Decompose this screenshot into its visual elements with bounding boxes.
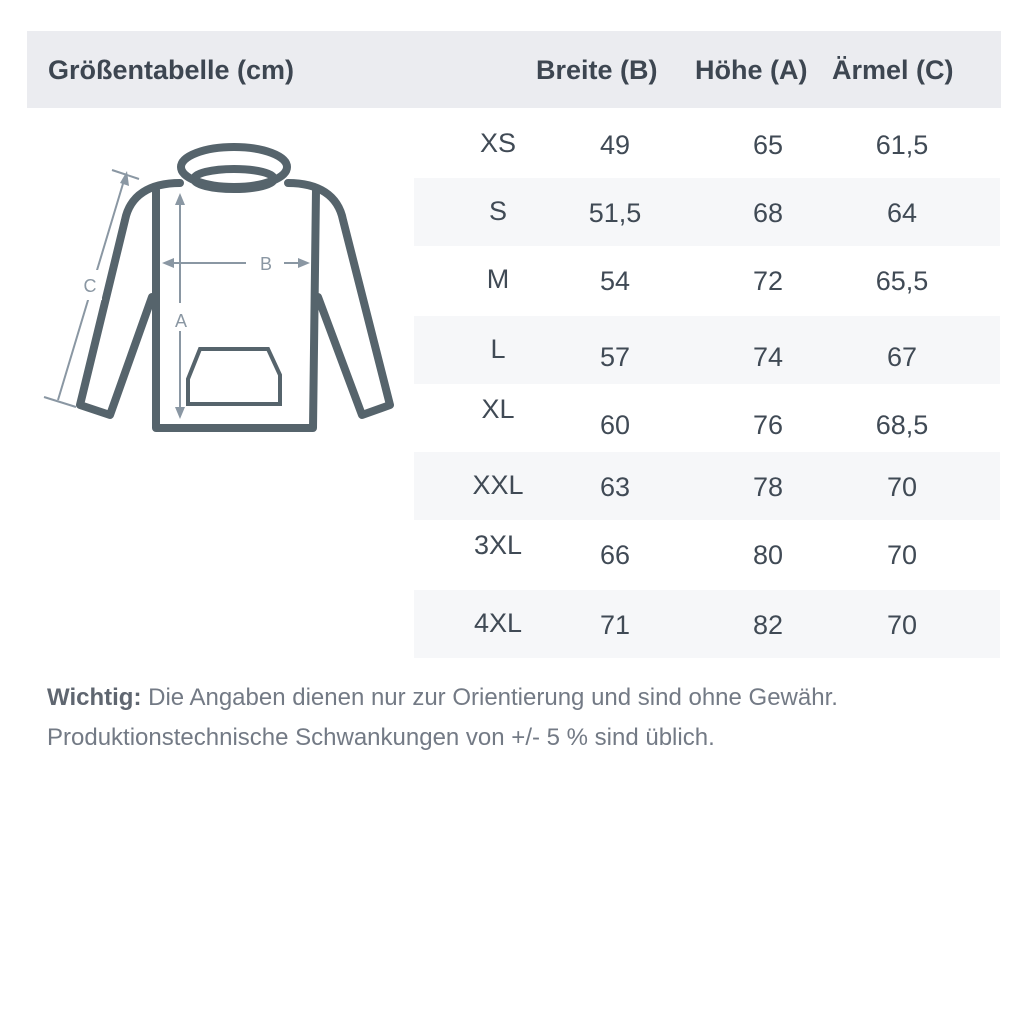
cell-hoehe: 76 [752, 410, 784, 440]
cell-aermel: 68,5 [875, 410, 929, 440]
hoodie-icon: A B C [43, 143, 394, 432]
label-c: C [84, 276, 97, 296]
cell-breite: 71 [599, 610, 631, 640]
table-row: XS 49 65 61,5 [414, 110, 1000, 178]
cell-size: M [486, 264, 510, 294]
cell-hoehe: 68 [752, 198, 784, 228]
cell-aermel: 67 [886, 342, 918, 372]
cell-breite: 51,5 [588, 198, 642, 228]
cell-size: 3XL [473, 530, 523, 560]
table-row: 3XL 66 80 70 [414, 520, 1000, 588]
cell-breite: 54 [599, 266, 631, 296]
cell-hoehe: 72 [752, 266, 784, 296]
cell-aermel: 64 [886, 198, 918, 228]
cell-size: 4XL [473, 608, 523, 638]
cell-hoehe: 78 [752, 472, 784, 502]
label-b: B [260, 254, 272, 274]
table-row: XXL 63 78 70 [414, 452, 1000, 520]
table-row: S 51,5 68 64 [414, 178, 1000, 246]
label-a: A [175, 311, 187, 331]
cell-hoehe: 65 [752, 130, 784, 160]
cell-size: XXL [472, 470, 524, 500]
cell-aermel: 70 [886, 540, 918, 570]
table-row: L 57 74 67 [414, 316, 1000, 384]
cell-breite: 60 [599, 410, 631, 440]
cell-breite: 57 [599, 342, 631, 372]
table-row: 4XL 71 82 70 [414, 590, 1000, 658]
page-title: Größentabelle (cm) [48, 55, 295, 85]
cell-hoehe: 74 [752, 342, 784, 372]
cell-size: XS [479, 128, 517, 158]
column-header-breite: Breite (B) [536, 55, 658, 85]
note-label: Wichtig: [47, 684, 142, 711]
note-line-2: Produktionstechnische Schwankungen von +… [47, 724, 715, 751]
cell-hoehe: 82 [752, 610, 784, 640]
note-line-1: Die Angaben dienen nur zur Orientierung … [141, 684, 838, 711]
cell-size: S [488, 196, 508, 226]
cell-breite: 49 [599, 130, 631, 160]
cell-aermel: 70 [886, 472, 918, 502]
column-header-aermel: Ärmel (C) [832, 55, 954, 85]
cell-breite: 66 [599, 540, 631, 570]
table-row: M 54 72 65,5 [414, 246, 1000, 314]
table-header: Größentabelle (cm) Breite (B) Höhe (A) Ä… [27, 31, 1001, 108]
cell-aermel: 70 [886, 610, 918, 640]
cell-aermel: 61,5 [875, 130, 929, 160]
cell-size: L [490, 334, 506, 364]
disclaimer-note: Wichtig: Die Angaben dienen nur zur Orie… [47, 678, 838, 758]
cell-size: XL [481, 394, 515, 424]
column-header-hoehe: Höhe (A) [695, 55, 808, 85]
table-row: XL 60 76 68,5 [414, 384, 1000, 452]
cell-hoehe: 80 [752, 540, 784, 570]
cell-aermel: 65,5 [875, 266, 929, 296]
cell-breite: 63 [599, 472, 631, 502]
